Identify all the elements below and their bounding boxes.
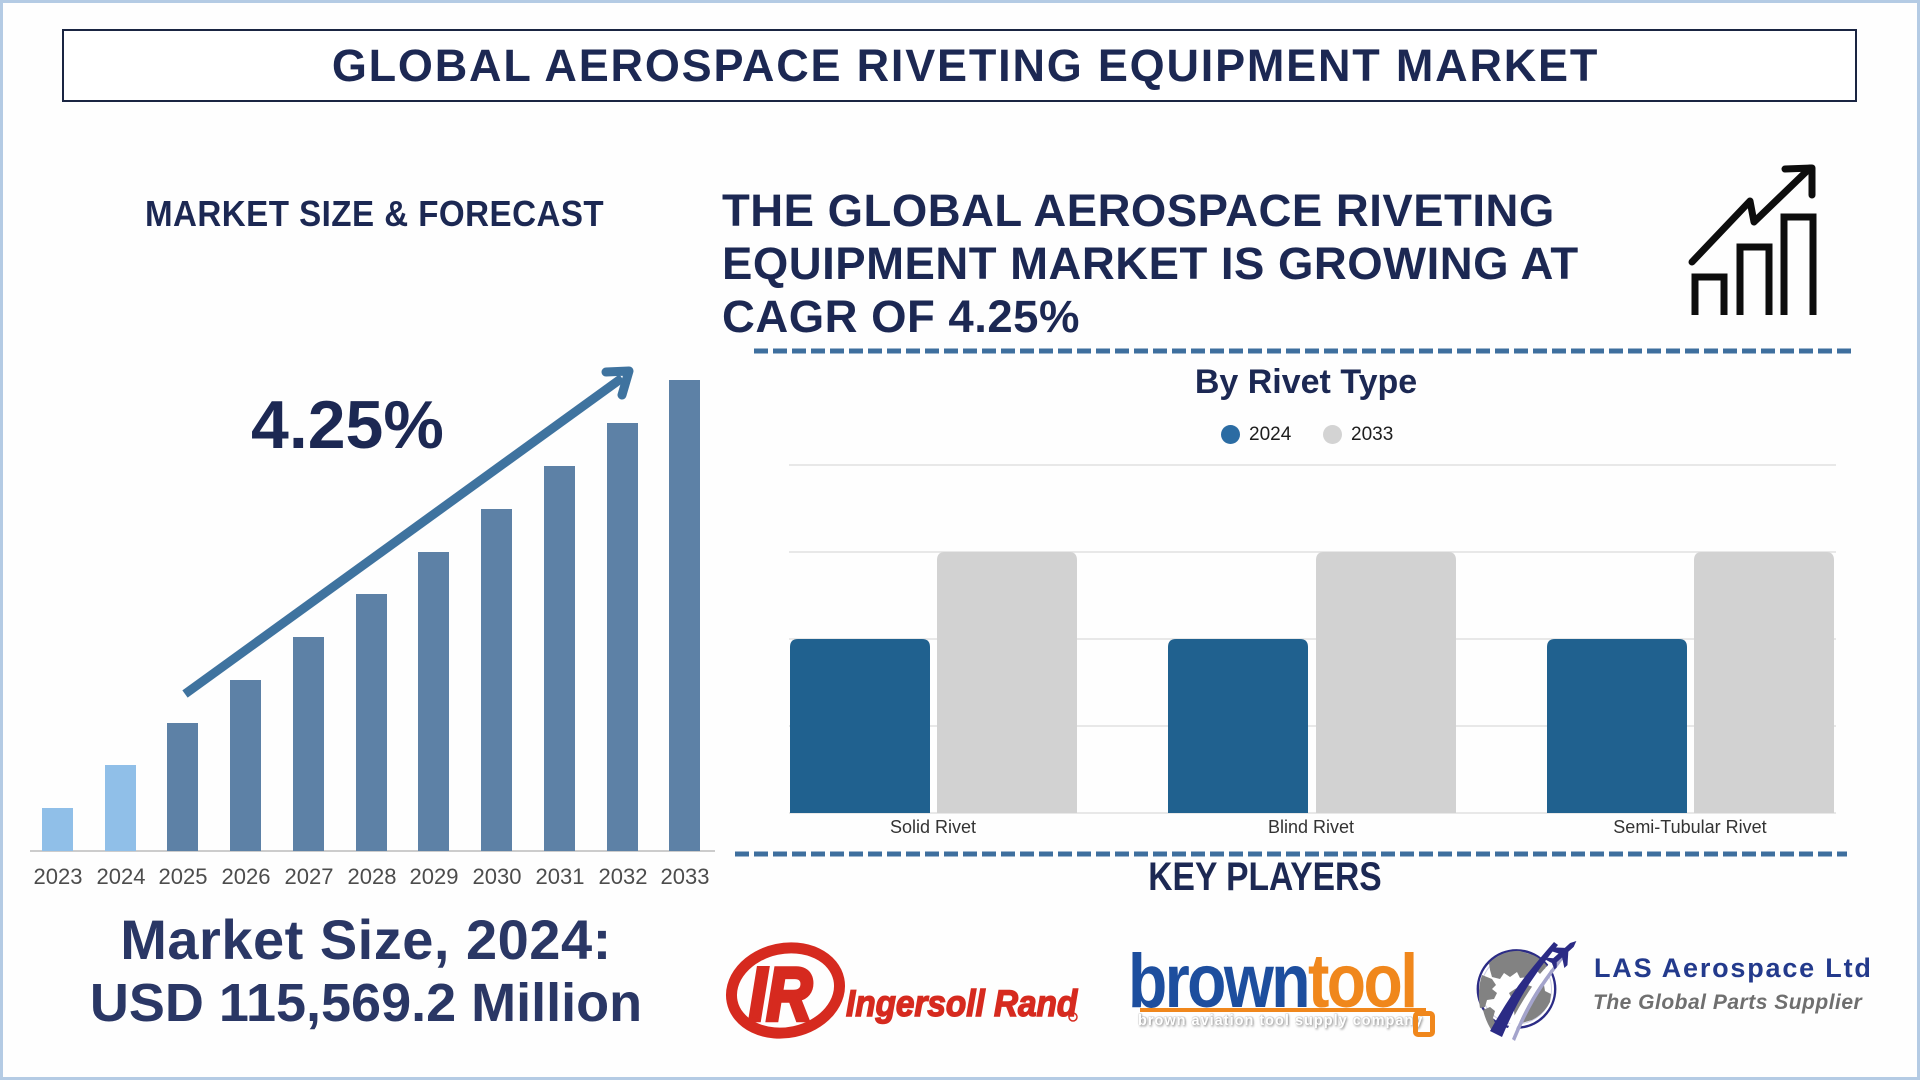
svg-text:IR: IR [749, 952, 812, 1036]
svg-text:Ingersoll Rand: Ingersoll Rand [846, 983, 1079, 1024]
